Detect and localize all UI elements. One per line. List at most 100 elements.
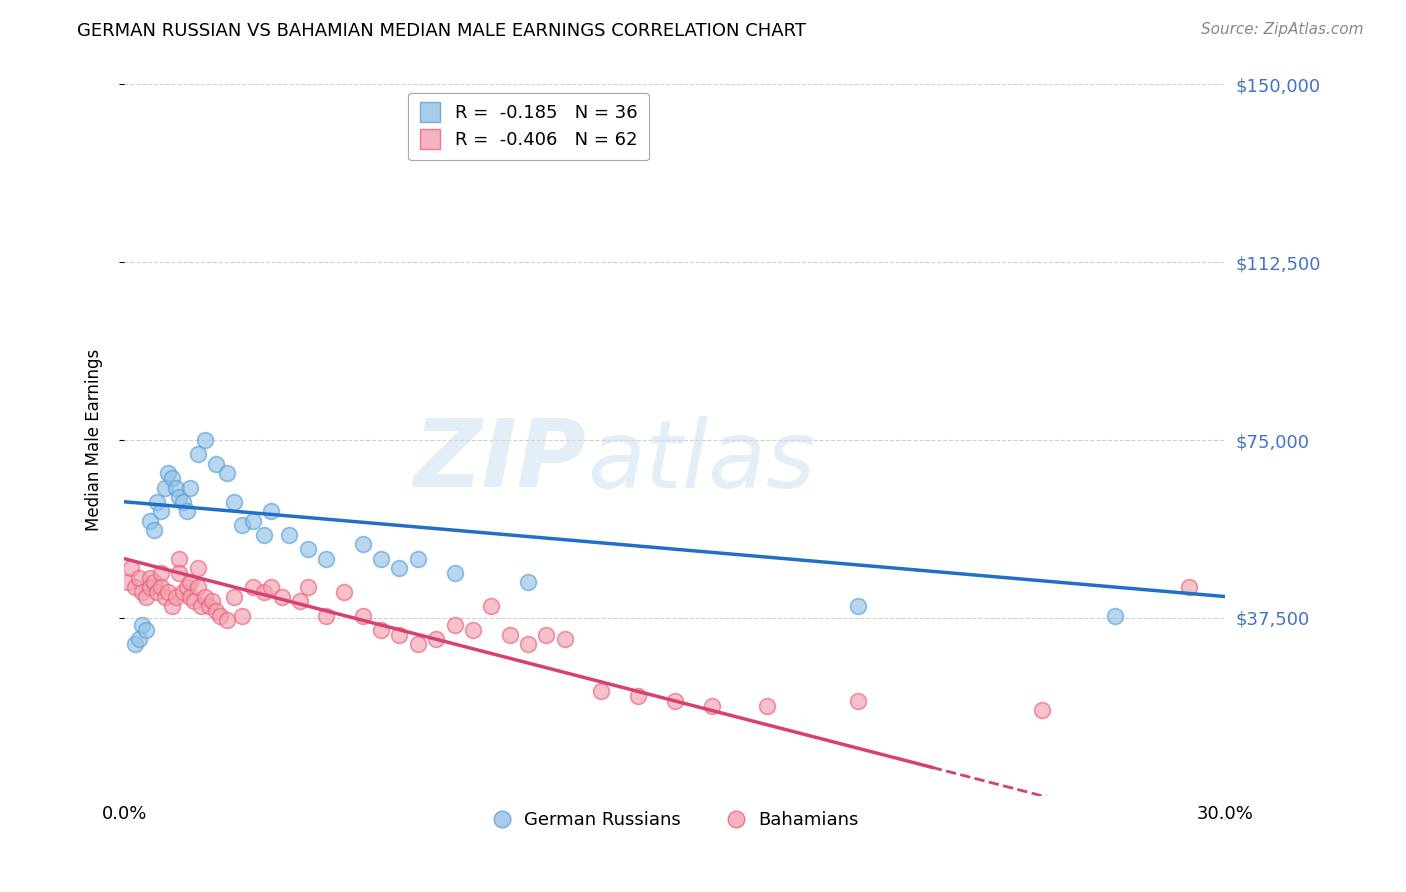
Point xyxy=(253,585,276,599)
Point xyxy=(406,637,429,651)
Point xyxy=(846,694,869,708)
Point xyxy=(194,433,217,447)
Point xyxy=(201,594,224,608)
Point xyxy=(167,490,190,504)
Point xyxy=(128,632,150,647)
Point xyxy=(242,580,264,594)
Point xyxy=(149,504,172,518)
Point xyxy=(167,551,190,566)
Point xyxy=(290,594,312,608)
Point xyxy=(755,698,778,713)
Point xyxy=(142,523,165,537)
Point xyxy=(190,599,212,613)
Point xyxy=(172,585,194,599)
Point xyxy=(149,580,172,594)
Point xyxy=(205,604,228,618)
Point xyxy=(846,599,869,613)
Point xyxy=(443,618,465,632)
Point xyxy=(208,608,231,623)
Point xyxy=(425,632,447,647)
Point xyxy=(142,575,165,590)
Point xyxy=(664,694,686,708)
Point xyxy=(167,566,190,580)
Point xyxy=(128,571,150,585)
Point xyxy=(517,637,540,651)
Point xyxy=(146,494,169,508)
Point xyxy=(370,623,392,637)
Point xyxy=(352,608,374,623)
Legend: R =  -0.185   N = 36, R =  -0.406   N = 62: R = -0.185 N = 36, R = -0.406 N = 62 xyxy=(409,94,650,161)
Point xyxy=(370,551,392,566)
Point xyxy=(205,457,228,471)
Point xyxy=(135,623,157,637)
Point xyxy=(117,575,139,590)
Point xyxy=(591,684,613,698)
Point xyxy=(406,551,429,566)
Point xyxy=(172,494,194,508)
Point xyxy=(242,514,264,528)
Text: ZIP: ZIP xyxy=(413,416,586,508)
Point xyxy=(179,481,201,495)
Point xyxy=(121,561,143,575)
Text: Source: ZipAtlas.com: Source: ZipAtlas.com xyxy=(1201,22,1364,37)
Point xyxy=(187,580,209,594)
Point xyxy=(160,471,183,485)
Point xyxy=(157,467,180,481)
Text: GERMAN RUSSIAN VS BAHAMIAN MEDIAN MALE EARNINGS CORRELATION CHART: GERMAN RUSSIAN VS BAHAMIAN MEDIAN MALE E… xyxy=(77,22,806,40)
Point xyxy=(260,504,283,518)
Point xyxy=(231,518,253,533)
Point xyxy=(231,608,253,623)
Point xyxy=(139,580,162,594)
Point xyxy=(179,590,201,604)
Point xyxy=(1031,703,1053,717)
Point xyxy=(627,689,650,703)
Point xyxy=(165,590,187,604)
Point xyxy=(297,542,319,557)
Point xyxy=(297,580,319,594)
Point xyxy=(443,566,465,580)
Text: atlas: atlas xyxy=(586,416,815,507)
Point xyxy=(135,590,157,604)
Point xyxy=(517,575,540,590)
Point xyxy=(176,504,198,518)
Point xyxy=(479,599,502,613)
Point xyxy=(194,590,217,604)
Point xyxy=(554,632,576,647)
Point xyxy=(149,566,172,580)
Point xyxy=(333,585,356,599)
Point xyxy=(187,561,209,575)
Point xyxy=(179,575,201,590)
Point xyxy=(498,627,520,641)
Point xyxy=(260,580,283,594)
Point xyxy=(165,481,187,495)
Point xyxy=(183,594,205,608)
Point xyxy=(388,627,411,641)
Point xyxy=(157,585,180,599)
Point xyxy=(1104,608,1126,623)
Point xyxy=(253,528,276,542)
Point xyxy=(536,627,558,641)
Point xyxy=(197,599,219,613)
Point xyxy=(215,467,238,481)
Point xyxy=(271,590,294,604)
Point xyxy=(224,494,246,508)
Point xyxy=(700,698,723,713)
Point xyxy=(315,551,337,566)
Point xyxy=(124,637,146,651)
Point xyxy=(153,590,176,604)
Point xyxy=(1177,580,1199,594)
Point xyxy=(160,599,183,613)
Point xyxy=(139,571,162,585)
Point xyxy=(131,618,153,632)
Y-axis label: Median Male Earnings: Median Male Earnings xyxy=(86,349,103,532)
Point xyxy=(315,608,337,623)
Point xyxy=(224,590,246,604)
Point xyxy=(388,561,411,575)
Point xyxy=(352,537,374,551)
Point xyxy=(215,613,238,627)
Point xyxy=(124,580,146,594)
Point xyxy=(146,585,169,599)
Point xyxy=(461,623,484,637)
Point xyxy=(176,580,198,594)
Point xyxy=(139,514,162,528)
